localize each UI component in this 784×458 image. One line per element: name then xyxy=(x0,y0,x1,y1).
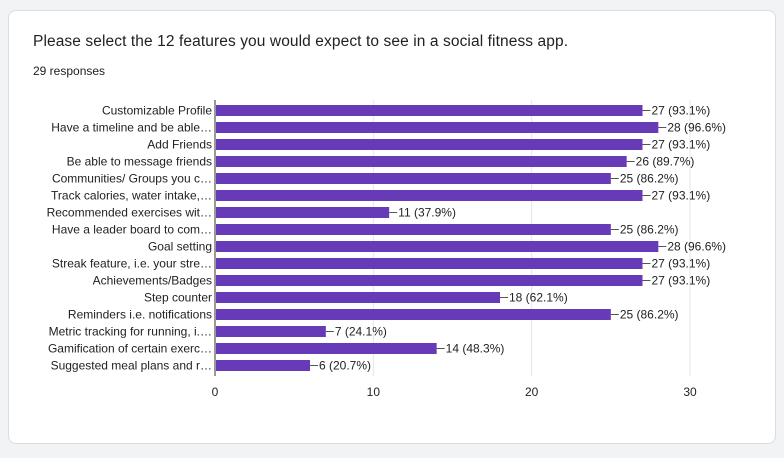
category-label: Streak feature, i.e. your stre… xyxy=(52,257,212,271)
value-label: 7 (24.1%) xyxy=(335,325,387,339)
bar[interactable] xyxy=(216,173,611,184)
value-label: 25 (86.2%) xyxy=(620,308,679,322)
question-title: Please select the 12 features you would … xyxy=(33,33,569,50)
category-label: Track calories, water intake,… xyxy=(51,189,212,203)
category-label: Customizable Profile xyxy=(102,104,212,118)
x-tick-label: 20 xyxy=(525,385,539,399)
value-label: 14 (48.3%) xyxy=(446,342,505,356)
category-label: Reminders i.e. notifications xyxy=(68,308,212,322)
value-label: 11 (37.9%) xyxy=(398,206,456,220)
value-label: 27 (93.1%) xyxy=(652,189,711,203)
bar[interactable] xyxy=(216,326,326,337)
category-label: Be able to message friends xyxy=(67,155,212,169)
value-label: 27 (93.1%) xyxy=(652,257,711,271)
category-label: Achievements/Badges xyxy=(93,274,212,288)
value-labels: 27 (93.1%) 28 (96.6%) 27 (93.1%) 26 (89.7%)… xyxy=(310,104,726,373)
category-label: Metric tracking for running, i.… xyxy=(49,325,212,339)
bar[interactable] xyxy=(216,224,611,235)
category-label: Have a timeline and be able… xyxy=(51,121,212,135)
category-label: Gamification of certain exerc… xyxy=(48,342,212,356)
category-labels: Customizable Profile Have a timeline and … xyxy=(47,104,213,373)
value-label: 28 (96.6%) xyxy=(667,240,726,254)
category-label: Recommended exercises wit… xyxy=(47,206,212,220)
bar[interactable] xyxy=(216,105,643,116)
value-label: 25 (86.2%) xyxy=(620,223,679,237)
value-label: 27 (93.1%) xyxy=(652,138,711,152)
category-label: Add Friends xyxy=(147,138,212,152)
x-tick-label: 30 xyxy=(683,385,697,399)
x-tick-label: 10 xyxy=(367,385,381,399)
category-label: Communities/ Groups you c… xyxy=(52,172,212,186)
response-count: 29 responses xyxy=(33,64,106,78)
value-label: 27 (93.1%) xyxy=(652,274,711,288)
value-label: 18 (62.1%) xyxy=(509,291,568,305)
value-label: 6 (20.7%) xyxy=(319,359,371,373)
bar[interactable] xyxy=(216,275,643,286)
bar[interactable] xyxy=(216,343,437,354)
bar[interactable] xyxy=(216,139,643,150)
value-label: 26 (89.7%) xyxy=(636,155,695,169)
value-label: 27 (93.1%) xyxy=(652,104,711,118)
bar[interactable] xyxy=(216,190,643,201)
bar[interactable] xyxy=(216,156,627,167)
bar[interactable] xyxy=(216,292,500,303)
bar[interactable] xyxy=(216,258,643,269)
x-tick-label: 0 xyxy=(212,385,219,399)
bar[interactable] xyxy=(216,241,659,252)
bar[interactable] xyxy=(216,122,659,133)
bar[interactable] xyxy=(216,207,390,218)
bar[interactable] xyxy=(216,309,611,320)
category-label: Suggested meal plans and r… xyxy=(51,359,212,373)
category-label: Step counter xyxy=(144,291,212,305)
category-label: Goal setting xyxy=(148,240,212,254)
value-label: 28 (96.6%) xyxy=(667,121,726,135)
bars xyxy=(216,105,659,371)
bar[interactable] xyxy=(216,360,310,371)
x-axis-ticks: 0 10 20 30 xyxy=(212,385,697,399)
category-label: Have a leader board to com… xyxy=(52,223,212,237)
value-label: 25 (86.2%) xyxy=(620,172,679,186)
